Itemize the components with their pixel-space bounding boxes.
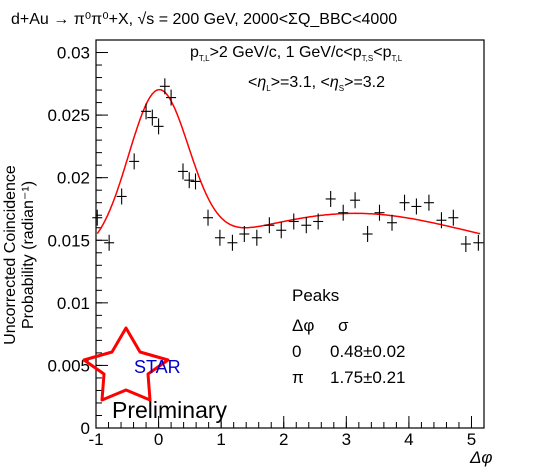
plot-frame — [95, 39, 485, 429]
data-point — [460, 236, 471, 253]
data-point — [325, 190, 336, 207]
data-point — [239, 226, 250, 242]
data-point — [227, 234, 238, 251]
data-point — [338, 204, 349, 221]
y-tick-label: 0.025 — [47, 106, 90, 125]
data-point — [288, 213, 299, 230]
star-logo-text: STAR — [134, 357, 181, 377]
peaks-table-row2-sigma: 1.75±0.21 — [330, 368, 406, 387]
data-point — [141, 103, 152, 120]
data-point — [104, 234, 115, 251]
data-point — [423, 194, 434, 211]
x-tick-label: 4 — [404, 430, 413, 449]
data-point — [436, 212, 447, 229]
preliminary-watermark: Preliminary — [112, 397, 228, 423]
data-point — [448, 209, 459, 226]
x-tick-label: 2 — [279, 430, 288, 449]
y-tick-label: 0.03 — [57, 44, 90, 63]
data-points — [92, 78, 484, 253]
star-logo: STAR — [82, 326, 181, 402]
data-point — [301, 217, 312, 234]
data-point — [147, 109, 158, 126]
data-point — [159, 78, 170, 95]
x-tick-label: 3 — [342, 430, 351, 449]
data-point — [387, 214, 398, 231]
data-point — [374, 204, 385, 221]
x-tick-label: 0 — [154, 430, 163, 449]
data-point — [276, 222, 287, 239]
data-point — [264, 217, 275, 234]
y-axis-label-line2: Probability (radian⁻¹) — [20, 181, 37, 329]
cuts-line-1: pT,L>2 GeV/c, 1 GeV/c<pT,S<pT,L — [190, 44, 403, 63]
x-tick-label: 1 — [216, 430, 225, 449]
peaks-table-row1-sigma: 0.48±0.02 — [330, 342, 406, 361]
fit-curve-group — [96, 88, 481, 235]
data-point — [116, 188, 127, 205]
star-icon — [82, 326, 170, 402]
data-point — [214, 229, 225, 246]
data-point — [177, 163, 188, 180]
fit-curve — [96, 88, 481, 235]
data-point — [153, 118, 164, 135]
y-tick-label: 0 — [81, 419, 90, 438]
x-tick-label: -1 — [88, 430, 103, 449]
peaks-table-header-dphi: Δφ — [292, 316, 314, 335]
cuts-line-2: <ηL>=3.1, <ηS>=3.2 — [248, 74, 385, 93]
peaks-table-title: Peaks — [292, 286, 339, 305]
data-point — [362, 226, 373, 242]
data-point — [313, 213, 324, 230]
data-point — [203, 209, 214, 226]
y-tick-label: 0.01 — [57, 294, 90, 313]
data-point — [129, 153, 140, 170]
data-point — [166, 89, 177, 106]
y-tick-label: 0.015 — [47, 231, 90, 250]
y-tick-label: 0.005 — [47, 356, 90, 375]
peaks-table-row1-peak: 0 — [292, 342, 301, 361]
x-tick-label: 5 — [467, 430, 476, 449]
data-point — [350, 192, 361, 209]
chart-title: d+Au → π⁰π⁰+X, √s = 200 GeV, 2000<ΣQ_BBC… — [11, 11, 397, 28]
data-point — [190, 173, 201, 190]
data-point — [399, 194, 410, 211]
peaks-table-header-sigma: σ — [338, 316, 349, 335]
y-tick-label: 0.02 — [57, 169, 90, 188]
data-point — [251, 229, 262, 246]
data-point — [411, 198, 422, 215]
data-point — [184, 172, 195, 189]
data-point — [92, 209, 103, 226]
peaks-table-row2-peak: π — [292, 368, 304, 387]
x-axis-label: Δφ — [469, 448, 493, 467]
data-point — [473, 234, 484, 251]
y-axis-label-line1: Uncorrected Coincidence — [2, 165, 19, 345]
